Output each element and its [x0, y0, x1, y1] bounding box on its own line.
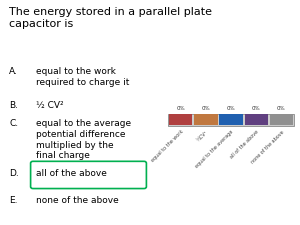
Text: none of the above: none of the above	[36, 196, 119, 205]
Text: 0%: 0%	[252, 106, 260, 111]
Text: all of the above: all of the above	[36, 169, 107, 178]
Text: D.: D.	[9, 169, 19, 178]
Text: 0%: 0%	[176, 106, 185, 111]
Text: The energy stored in a parallel plate
capacitor is: The energy stored in a parallel plate ca…	[9, 7, 212, 29]
FancyBboxPatch shape	[168, 114, 294, 126]
Text: ½ CV²: ½ CV²	[36, 101, 64, 110]
FancyBboxPatch shape	[270, 114, 293, 125]
Text: equal to the average
potential difference
multiplied by the
final charge: equal to the average potential differenc…	[36, 119, 131, 160]
Text: A.: A.	[9, 68, 18, 76]
FancyBboxPatch shape	[194, 114, 217, 125]
Text: ½CV²: ½CV²	[196, 129, 209, 142]
FancyBboxPatch shape	[244, 114, 268, 125]
FancyBboxPatch shape	[169, 114, 192, 125]
Text: equal to the work
required to charge it: equal to the work required to charge it	[36, 68, 129, 87]
Text: equal to the average: equal to the average	[195, 129, 235, 169]
Text: B.: B.	[9, 101, 18, 110]
Text: 0%: 0%	[202, 106, 210, 111]
FancyBboxPatch shape	[219, 114, 243, 125]
Text: none of the above: none of the above	[250, 129, 285, 164]
Text: 0%: 0%	[227, 106, 235, 111]
Text: C.: C.	[9, 119, 18, 128]
Text: equal to the work: equal to the work	[150, 129, 184, 164]
Text: all of the above: all of the above	[229, 129, 260, 160]
Text: 0%: 0%	[277, 106, 286, 111]
Text: E.: E.	[9, 196, 17, 205]
